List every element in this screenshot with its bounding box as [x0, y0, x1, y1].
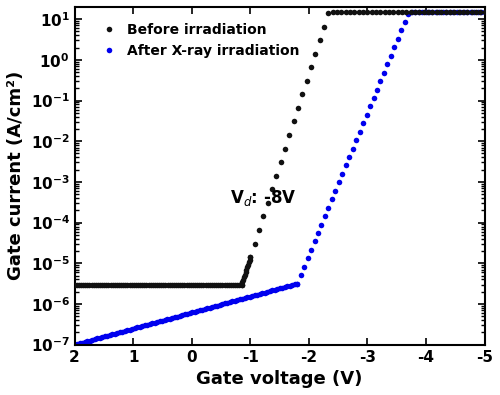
After X-ray irradiation	[360, 121, 366, 126]
Before irradiation	[330, 9, 336, 14]
Before irradiation	[342, 9, 348, 14]
Before irradiation	[171, 282, 177, 287]
Before irradiation	[482, 9, 488, 14]
After X-ray irradiation	[74, 342, 80, 346]
Before irradiation	[238, 282, 244, 287]
Before irradiation	[286, 133, 292, 137]
After X-ray irradiation	[72, 342, 78, 347]
Legend: Before irradiation, After X-ray irradiation: Before irradiation, After X-ray irradiat…	[90, 17, 306, 63]
Line: Before irradiation: Before irradiation	[72, 9, 488, 287]
Line: After X-ray irradiation: After X-ray irradiation	[72, 9, 488, 348]
X-axis label: Gate voltage (V): Gate voltage (V)	[196, 370, 363, 388]
Y-axis label: Gate current (A/cm²): Gate current (A/cm²)	[7, 71, 25, 280]
Text: V$_d$: -8V: V$_d$: -8V	[230, 188, 297, 208]
After X-ray irradiation	[482, 9, 488, 14]
Before irradiation	[72, 282, 78, 287]
After X-ray irradiation	[450, 9, 456, 14]
After X-ray irradiation	[89, 337, 95, 342]
After X-ray irradiation	[374, 87, 380, 92]
After X-ray irradiation	[279, 285, 285, 290]
After X-ray irradiation	[408, 9, 414, 14]
Before irradiation	[154, 282, 160, 287]
Before irradiation	[352, 9, 358, 14]
